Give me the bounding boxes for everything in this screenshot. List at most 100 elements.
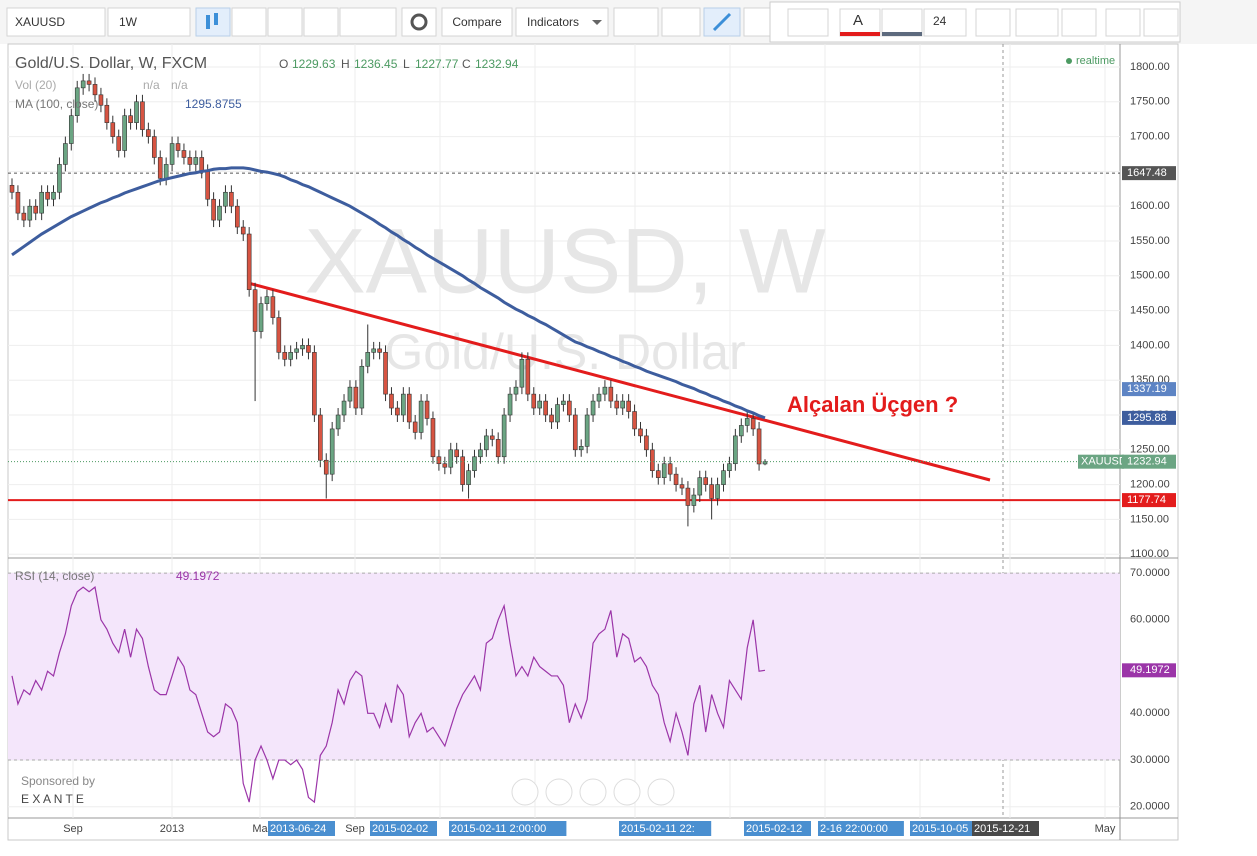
reset[interactable] — [579, 778, 607, 806]
y-tick-label: 1100.00 — [1130, 548, 1169, 560]
zoom-in[interactable] — [613, 778, 641, 806]
text-color-button[interactable] — [839, 8, 881, 37]
candle-body — [412, 421, 418, 433]
volume-value: n/a — [143, 78, 160, 92]
candle-body — [650, 449, 655, 471]
x-label-box — [370, 821, 437, 836]
hide-button[interactable] — [1143, 8, 1179, 37]
candle-body — [513, 386, 519, 395]
x-tick-label: 2015-02-02 — [372, 823, 428, 835]
price-marker-label: 1337.19 — [1127, 383, 1167, 395]
price-marker — [1122, 493, 1176, 508]
candle-body — [697, 477, 703, 496]
candle-body — [246, 233, 252, 291]
candle-body — [478, 449, 483, 458]
candle-body — [27, 205, 33, 221]
ma-value: 1295.8755 — [185, 97, 242, 111]
symbol-box[interactable] — [6, 7, 106, 37]
candle-body — [110, 122, 116, 137]
candle-body — [15, 191, 21, 214]
candle-body — [584, 414, 590, 447]
ohlc-value: 1229.63 — [292, 57, 336, 71]
candle-body — [466, 470, 471, 485]
candle-body — [590, 400, 596, 416]
heikin-button[interactable] — [303, 7, 339, 37]
interval-box[interactable] — [107, 7, 191, 37]
candle-body — [667, 463, 673, 475]
candle-body — [134, 101, 139, 123]
ohlc-value: 1232.94 — [475, 57, 519, 71]
clone-button[interactable] — [1061, 8, 1097, 37]
settings-button[interactable] — [401, 7, 437, 37]
y-tick-label: 1500.00 — [1130, 270, 1170, 282]
ohlc-letter: O — [279, 57, 288, 71]
y-tick-label: 1550.00 — [1130, 235, 1170, 247]
template-button[interactable] — [613, 7, 659, 37]
range-button[interactable] — [339, 7, 397, 37]
trend-line[interactable] — [247, 281, 991, 482]
candle-body — [472, 456, 477, 471]
x-tick-label: 2015-10-05 — [912, 823, 968, 835]
order-button[interactable] — [1015, 8, 1059, 37]
candle-body — [9, 185, 15, 193]
candle-body — [395, 407, 400, 416]
candle-body — [561, 400, 566, 405]
idea-button[interactable] — [743, 7, 771, 37]
candle-button[interactable] — [195, 7, 231, 37]
y-tick-label: 1750.00 — [1130, 96, 1170, 108]
zoom-out[interactable] — [545, 778, 573, 806]
x-label-box — [268, 821, 335, 836]
y-tick-label: 40.0000 — [1130, 707, 1170, 719]
alert-button[interactable] — [661, 7, 701, 37]
candle-body — [495, 439, 501, 458]
candle-body — [454, 449, 459, 458]
rsi-marker — [1122, 663, 1176, 678]
candle-body — [596, 393, 602, 402]
ma-legend: MA (100, close) — [15, 97, 98, 111]
candle-body — [543, 400, 548, 416]
indicators-button[interactable] — [515, 7, 609, 37]
style-button[interactable] — [787, 8, 829, 37]
candle-body — [626, 400, 631, 412]
candle-body — [240, 226, 246, 235]
x-tick-label: May — [1095, 823, 1116, 835]
candle-body — [312, 352, 317, 416]
candle-body — [721, 470, 726, 485]
candle-body — [211, 198, 216, 221]
x-label-box — [619, 821, 712, 836]
line-color-button[interactable] — [881, 8, 923, 37]
candle-body — [140, 101, 145, 130]
candle-body — [217, 205, 222, 221]
font-size-button[interactable] — [923, 8, 967, 37]
candle-body — [507, 393, 513, 416]
color-swatch — [840, 32, 880, 36]
scroll-left[interactable] — [511, 778, 539, 806]
candle-body — [673, 473, 679, 485]
x-label-box — [972, 821, 1039, 836]
icon — [410, 13, 428, 31]
scroll-right[interactable] — [647, 778, 675, 806]
candle-body — [21, 212, 27, 221]
candle-body — [353, 386, 359, 409]
price-marker — [1122, 410, 1176, 425]
candle-body — [151, 136, 157, 158]
line-button[interactable] — [267, 7, 303, 37]
icon — [592, 20, 602, 25]
candle-body — [537, 400, 542, 409]
candle-body — [733, 435, 738, 465]
lock-button[interactable] — [1105, 8, 1141, 37]
candle-body — [128, 115, 133, 123]
candle-body — [252, 289, 258, 332]
candle-body — [306, 345, 311, 353]
bar-button[interactable] — [231, 7, 267, 37]
ma-line — [11, 166, 766, 420]
compare-button[interactable] — [441, 7, 513, 37]
settings-button[interactable] — [975, 8, 1011, 37]
candle-body — [146, 129, 151, 137]
candle-body — [549, 414, 554, 423]
chart-frame — [7, 43, 1179, 841]
candle-body — [270, 296, 276, 318]
candle-body — [264, 296, 270, 304]
price-marker-label: 1647.48 — [1127, 167, 1167, 179]
